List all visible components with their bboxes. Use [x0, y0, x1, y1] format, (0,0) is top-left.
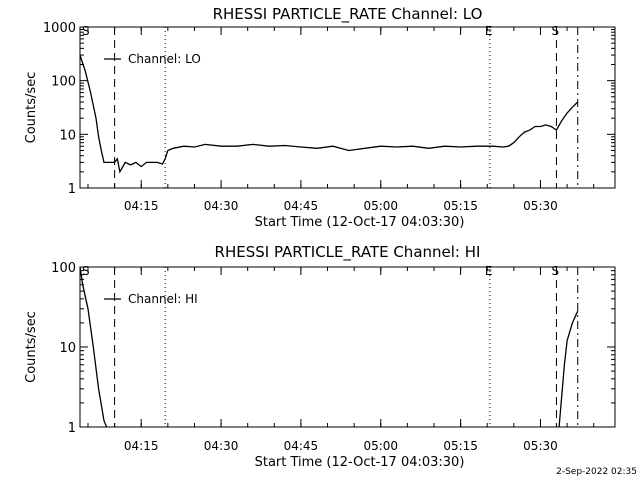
x-tick-label: 04:45: [284, 199, 319, 213]
x-tick-label: 05:30: [523, 199, 558, 213]
x-tick-label: 05:00: [363, 439, 398, 453]
legend-entry: Channel: LO: [128, 52, 201, 66]
time-marker-label: S: [82, 24, 90, 38]
x-tick-label: 04:15: [124, 199, 159, 213]
legend-entry: Channel: HI: [128, 292, 198, 306]
time-marker-label: S: [82, 264, 90, 278]
x-tick-label: 04:15: [124, 439, 159, 453]
y-tick-label: 1000: [43, 21, 76, 36]
chart-title-1: RHESSI PARTICLE_RATE Channel: HI: [215, 243, 481, 262]
time-marker-label: S: [551, 24, 559, 38]
y-axis-label: Counts/sec: [24, 72, 39, 144]
series-line-Channel: HI: [79, 266, 108, 428]
x-tick-label: 04:30: [204, 439, 239, 453]
y-tick-label: 10: [59, 341, 76, 356]
series-line-Channel: LO: [79, 54, 579, 174]
y-tick-label: 10: [59, 128, 76, 143]
y-axis-label: Counts/sec: [24, 311, 39, 383]
y-tick-label: 1: [68, 421, 76, 436]
x-tick-label: 04:30: [204, 199, 239, 213]
chart-title-0: RHESSI PARTICLE_RATE Channel: LO: [213, 5, 483, 24]
x-tick-label: 05:15: [443, 439, 478, 453]
x-axis-label: Start Time (12-Oct-17 04:03:30): [255, 215, 465, 230]
x-tick-label: 04:45: [284, 439, 319, 453]
y-tick-label: 100: [51, 261, 76, 276]
y-tick-label: 100: [51, 75, 76, 90]
series-line-Channel: HI: [558, 310, 579, 428]
plot-frame-1: [79, 266, 616, 428]
time-marker-label: S: [551, 264, 559, 278]
plot-frame-0: [79, 26, 616, 189]
time-marker-label: E: [485, 264, 493, 278]
x-tick-label: 05:30: [523, 439, 558, 453]
x-tick-label: 05:15: [443, 199, 478, 213]
footer-timestamp: 2-Sep-2022 02:35: [556, 467, 637, 477]
y-tick-label: 1: [68, 182, 76, 197]
x-tick-label: 05:00: [363, 199, 398, 213]
x-axis-label: Start Time (12-Oct-17 04:03:30): [255, 455, 465, 470]
time-marker-label: E: [485, 24, 493, 38]
